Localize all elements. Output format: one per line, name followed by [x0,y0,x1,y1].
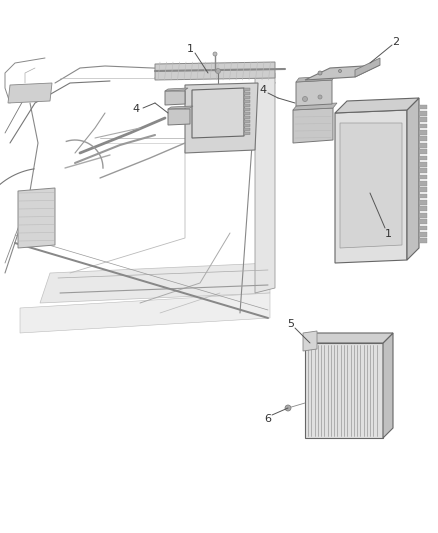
Polygon shape [20,293,270,333]
Polygon shape [419,187,427,192]
Text: 4: 4 [259,85,267,95]
Polygon shape [244,112,250,115]
Circle shape [215,69,220,74]
Polygon shape [419,143,427,148]
Polygon shape [296,76,335,82]
Polygon shape [419,162,427,167]
Circle shape [213,52,217,56]
Polygon shape [165,88,188,91]
Circle shape [339,69,342,72]
Polygon shape [419,232,427,237]
Polygon shape [168,109,190,125]
Polygon shape [419,117,427,122]
Polygon shape [244,104,250,107]
Polygon shape [244,132,250,135]
Polygon shape [244,124,250,127]
Text: 5: 5 [287,319,294,329]
Polygon shape [165,91,185,105]
Polygon shape [185,83,258,153]
Polygon shape [419,238,427,243]
Text: 1: 1 [187,44,194,54]
Polygon shape [155,62,275,80]
Polygon shape [419,136,427,141]
Circle shape [303,96,307,101]
Polygon shape [419,130,427,135]
Circle shape [318,95,322,99]
Polygon shape [419,181,427,185]
Polygon shape [244,128,250,131]
Polygon shape [419,200,427,205]
Polygon shape [419,124,427,128]
Text: 4: 4 [132,104,140,114]
Polygon shape [244,88,250,91]
Polygon shape [244,116,250,119]
Circle shape [285,405,291,411]
Polygon shape [40,263,270,303]
Polygon shape [419,104,427,109]
Polygon shape [335,110,407,263]
Polygon shape [419,206,427,211]
Polygon shape [303,331,317,351]
Polygon shape [305,65,380,80]
Polygon shape [419,156,427,160]
Polygon shape [340,123,402,248]
Polygon shape [8,83,52,103]
Polygon shape [168,106,193,109]
Polygon shape [296,80,332,106]
Polygon shape [419,225,427,230]
Text: 2: 2 [392,37,399,47]
Polygon shape [293,108,333,143]
Polygon shape [305,333,393,343]
Polygon shape [293,103,337,110]
Circle shape [318,71,322,75]
Polygon shape [383,333,393,438]
Polygon shape [419,193,427,198]
Text: 6: 6 [265,414,272,424]
Polygon shape [419,149,427,154]
Polygon shape [244,92,250,95]
Polygon shape [419,175,427,180]
Polygon shape [335,98,419,113]
Polygon shape [244,108,250,111]
Polygon shape [419,168,427,173]
Polygon shape [18,188,55,248]
Polygon shape [407,98,419,260]
Polygon shape [419,111,427,116]
Polygon shape [244,100,250,103]
Polygon shape [419,213,427,217]
Polygon shape [355,58,380,77]
Text: 1: 1 [385,229,392,239]
Polygon shape [255,73,275,293]
Polygon shape [155,66,265,78]
Polygon shape [244,96,250,99]
Polygon shape [305,343,383,438]
Polygon shape [419,219,427,224]
Polygon shape [244,120,250,123]
Polygon shape [192,88,244,138]
